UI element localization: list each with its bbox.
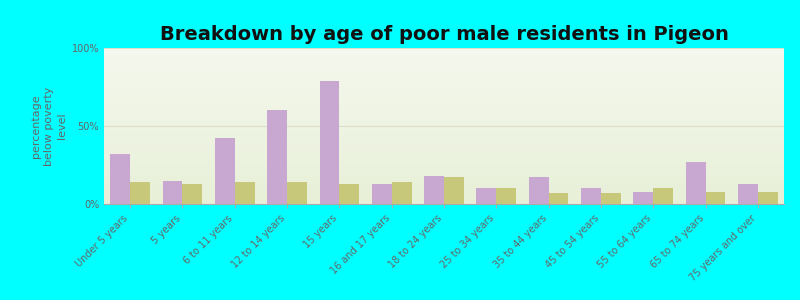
Bar <box>477 188 496 204</box>
Bar <box>234 182 254 204</box>
Bar <box>162 181 182 204</box>
Bar <box>182 184 202 204</box>
Bar <box>758 191 778 204</box>
Bar <box>686 162 706 204</box>
Bar <box>392 182 411 204</box>
Y-axis label: percentage
below poverty
level: percentage below poverty level <box>31 86 67 166</box>
Bar <box>339 184 359 204</box>
Bar <box>654 188 673 204</box>
Bar <box>529 178 549 204</box>
Bar <box>110 154 130 204</box>
Bar <box>372 184 392 204</box>
Bar <box>130 182 150 204</box>
Bar <box>601 193 621 204</box>
Bar <box>444 178 464 204</box>
Bar <box>738 184 758 204</box>
Bar <box>549 193 569 204</box>
Bar <box>287 182 307 204</box>
Bar <box>581 188 601 204</box>
Bar <box>267 110 287 204</box>
Title: Breakdown by age of poor male residents in Pigeon: Breakdown by age of poor male residents … <box>159 25 729 44</box>
Bar <box>319 81 339 204</box>
Bar <box>634 191 654 204</box>
Bar <box>424 176 444 204</box>
Bar <box>496 188 516 204</box>
Bar <box>706 191 726 204</box>
Bar <box>215 139 234 204</box>
